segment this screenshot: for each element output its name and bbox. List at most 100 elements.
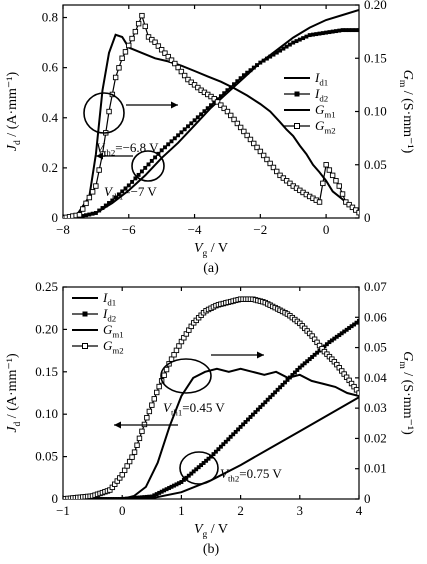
- y-tick-label: 0: [52, 210, 59, 225]
- series-id2-point: [153, 155, 158, 160]
- series-id2-point: [304, 34, 309, 39]
- series-gm2-point: [93, 183, 99, 189]
- series-id2-point: [199, 112, 204, 117]
- x-tick-label: 2: [237, 503, 244, 518]
- series-gm2-point: [329, 172, 336, 179]
- series-gm2-point: [142, 23, 148, 30]
- series-gm2-point: [155, 43, 162, 49]
- chart-b: −1 0 1 2 3 400.050.100.150.200.2500.010.020.0…: [5, 279, 415, 557]
- series-gm2-point: [172, 60, 178, 67]
- y2-tick-label: 0.05: [364, 340, 387, 355]
- series-gm2-point: [173, 347, 180, 354]
- series-id2-point: [97, 208, 102, 213]
- series-gm2-point: [228, 112, 234, 119]
- series-id2-point: [100, 206, 105, 210]
- series-id2-point: [172, 136, 177, 141]
- series-id2-point: [169, 139, 174, 144]
- series-gm2-point: [274, 168, 280, 175]
- series-id2-point: [189, 121, 194, 126]
- series-id2-point: [307, 357, 312, 362]
- series-id2-point: [120, 189, 125, 194]
- series-id2-point: [136, 172, 141, 177]
- y-tick-label: 0.20: [35, 321, 58, 336]
- series-gm2-point: [106, 108, 112, 115]
- series-gm2-point: [156, 383, 162, 390]
- series-id2-point: [287, 42, 292, 47]
- y-tick-label: 0.6: [42, 60, 59, 75]
- series-id2-point: [218, 444, 223, 449]
- series-id2-point: [334, 29, 338, 34]
- series-id2-point: [126, 183, 131, 188]
- legend-marker: [294, 91, 300, 97]
- series-id2-point: [297, 37, 302, 42]
- series-id2-point: [196, 465, 201, 470]
- series-gm2-point: [83, 200, 89, 207]
- legend-label: Id1: [314, 70, 328, 88]
- series-id2-point: [253, 410, 258, 415]
- series-id2-point: [241, 422, 246, 427]
- series-id2-point: [166, 142, 171, 147]
- series-id2-point: [202, 109, 207, 114]
- series-id2-point: [255, 63, 259, 68]
- series-gm2-point: [124, 463, 130, 469]
- series-id2-point: [176, 133, 181, 138]
- series-gm2-point: [175, 64, 181, 71]
- series-id2-point: [292, 370, 297, 375]
- series-id2-point: [231, 432, 236, 437]
- series-id2-point: [324, 342, 329, 347]
- series-gm2-point: [241, 128, 247, 135]
- y2-tick-label: 0: [364, 491, 371, 506]
- series-id2-point: [238, 76, 243, 81]
- series-id2-point: [222, 91, 227, 96]
- series-gm2-point: [221, 105, 227, 112]
- series-id2-point: [228, 434, 233, 439]
- annotation-ellipse: [179, 451, 219, 485]
- series-id2-point: [103, 203, 108, 208]
- series-id2-point: [186, 124, 190, 129]
- y-tick-label: 0.25: [35, 279, 58, 294]
- series-gm2-point: [135, 20, 142, 27]
- series-gm2-point: [191, 82, 198, 88]
- series-id2-point: [216, 447, 221, 452]
- y2-tick-label: 0.05: [364, 157, 387, 172]
- legend-label: Gm1: [103, 322, 124, 340]
- series-gm2-point: [163, 366, 170, 373]
- series-id2-point: [343, 28, 348, 33]
- series-id2-point: [255, 407, 260, 412]
- series-gm2-point: [260, 152, 267, 159]
- series-gm2-point: [80, 206, 86, 212]
- series-id2-point: [314, 32, 319, 37]
- series-id2-point: [206, 456, 211, 461]
- series-gm2-point: [151, 396, 157, 402]
- series-id2-point: [209, 103, 213, 108]
- series-gm2-point: [237, 124, 244, 131]
- series-gm2-point: [162, 50, 168, 56]
- series-gm2-point: [89, 189, 96, 195]
- legend-label: Gm2: [315, 118, 336, 136]
- series-id2-point: [307, 33, 312, 38]
- series-id2-point: [179, 480, 184, 484]
- series-gm2-point: [122, 49, 129, 55]
- x-tick-label: 4: [356, 503, 363, 518]
- series-gm2-point: [96, 167, 102, 173]
- series-id2-point: [233, 429, 238, 434]
- series-gm2-point: [326, 167, 333, 173]
- series-id2-point: [258, 60, 263, 65]
- series-id2-point: [273, 390, 278, 395]
- series-id2-point: [235, 79, 240, 84]
- series-gm2-point: [356, 209, 359, 216]
- series-id2-point: [283, 380, 287, 385]
- y-axis-title: Jd / (A·mm⁻¹): [5, 71, 23, 151]
- series-id2-point: [179, 130, 184, 135]
- series-id2-point: [205, 106, 210, 111]
- series-id2-point: [192, 118, 197, 123]
- series-id2-point: [317, 31, 322, 36]
- series-gm2-point: [119, 55, 125, 61]
- series-gm2-point: [251, 140, 257, 147]
- y2-axis-title: Gm / (S·mm⁻¹): [397, 351, 415, 435]
- series-id2-point: [245, 70, 250, 75]
- annotation-arrowhead: [114, 421, 121, 429]
- series-id2-point: [315, 350, 320, 355]
- series-id2-point: [265, 397, 270, 402]
- series-id2-point: [353, 28, 358, 33]
